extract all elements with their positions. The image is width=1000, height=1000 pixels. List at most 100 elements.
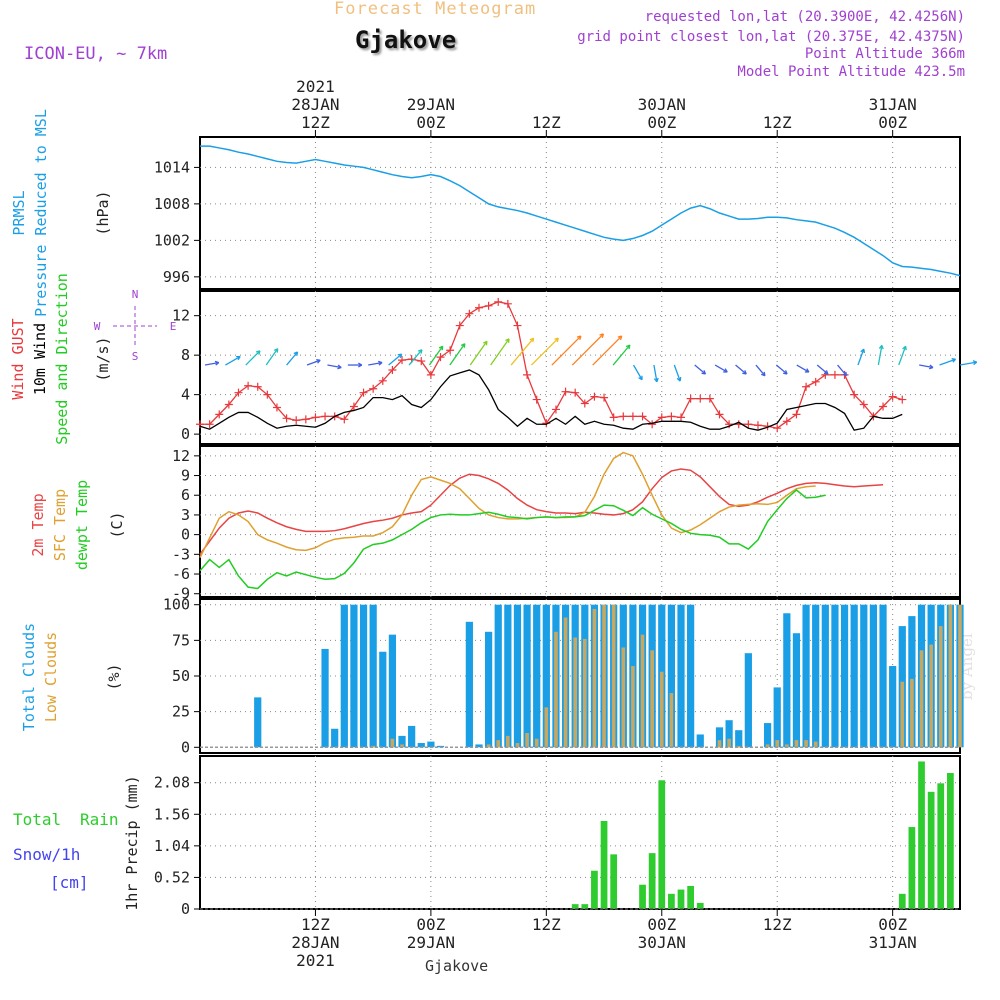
wind-label-line: Wind GUST: [9, 318, 27, 399]
location-title: Gjakove: [355, 26, 457, 54]
low-cloud-bar: [400, 744, 404, 748]
wind-arrow-head: [255, 350, 261, 355]
compass-w: W: [94, 320, 101, 333]
total-cloud-bar: [850, 604, 858, 748]
wind-arrow-shaft: [469, 340, 488, 366]
total-cloud-bar: [763, 723, 772, 748]
gust-marker: [446, 346, 455, 355]
gust-marker: [773, 424, 782, 433]
total-cloud-bar: [744, 653, 752, 748]
gust-marker: [234, 388, 243, 397]
wind-arrow-shaft: [755, 364, 766, 377]
wind-arrow-head: [599, 333, 605, 338]
rain-bar: [696, 902, 704, 909]
gust-marker: [782, 417, 791, 426]
temp-ylabel: (C): [108, 511, 126, 538]
low-cloud-bar: [573, 637, 577, 748]
total-cloud-bar: [667, 604, 675, 748]
precipitation-ytick-label: 1.56: [154, 805, 190, 823]
temperature-ytick-label: 12: [172, 447, 190, 465]
top-time-label-hour: 00Z: [647, 113, 676, 132]
temperature-ytick-label: -3: [172, 545, 190, 563]
low-cloud-bar: [496, 740, 501, 748]
wind-arrow: [265, 348, 279, 366]
gust-marker: [494, 297, 503, 306]
precip-label-rain: Rain: [80, 810, 119, 829]
wind-arrow-head: [554, 337, 559, 343]
top-time-label-date: 29JAN: [407, 95, 455, 114]
gust-marker: [802, 382, 811, 391]
low-cloud-bar: [659, 671, 664, 748]
wind-arrow-shaft: [408, 349, 423, 366]
gust-marker: [551, 405, 560, 414]
wind-arrow-head: [783, 370, 788, 375]
total-cloud-bar: [388, 634, 397, 748]
temp-label-line: 2m Temp: [29, 493, 47, 556]
precip-label-cm: [cm]: [50, 873, 89, 892]
wind-arrow-head: [214, 360, 220, 366]
gust-marker: [215, 410, 224, 419]
wind-arrow-shaft: [673, 364, 681, 382]
wind-arrow: [490, 338, 510, 366]
gust-marker: [484, 301, 493, 310]
top-time-label-date: 28JAN: [291, 95, 339, 114]
rain-bar: [658, 780, 666, 909]
cloud-ylabel: (%): [105, 663, 123, 690]
low-cloud-bar: [534, 738, 539, 748]
total-cloud-bar: [369, 604, 377, 748]
gust-marker: [648, 420, 657, 429]
total-cloud-bar: [475, 744, 483, 748]
wind-arrow-head: [804, 368, 810, 373]
wind-arrow-shaft: [714, 364, 728, 373]
gust-marker: [619, 412, 628, 421]
gust-marker: [503, 299, 512, 308]
gust-marker: [349, 402, 358, 411]
gust-marker: [311, 413, 320, 422]
pressure-ytick-label: 1008: [154, 195, 190, 213]
total-cloud-bar: [840, 604, 849, 748]
wind-arrow-shaft: [551, 335, 582, 366]
gust-marker: [292, 416, 301, 425]
rain-bar: [898, 893, 906, 909]
wind-arrow: [469, 340, 488, 366]
wind-arrow-head: [625, 344, 631, 350]
wind-arrow: [837, 364, 848, 377]
wind-ytick-label: 12: [172, 307, 190, 325]
wind-arrow: [877, 344, 884, 366]
gust-marker: [561, 387, 570, 396]
low-cloud-bar: [717, 740, 722, 748]
gust-marker: [753, 421, 762, 430]
gust-marker: [369, 384, 378, 393]
wind-arrow-shaft: [612, 344, 631, 366]
wind-arrow-shaft: [225, 355, 241, 366]
temperature-ytick-label: 6: [181, 486, 190, 504]
total-cloud-bar: [735, 730, 743, 748]
wind-arrow-head: [676, 376, 682, 382]
total-cloud-bar: [485, 631, 493, 748]
total-cloud-bar: [773, 687, 781, 748]
wind-arrow-head: [760, 371, 766, 377]
wind-arrow: [368, 360, 383, 366]
gust-marker: [715, 410, 724, 419]
total-cloud-bar: [889, 666, 897, 748]
gust-marker: [474, 303, 483, 312]
temp-series-line: [199, 489, 826, 590]
wind-arrow-shaft: [775, 364, 788, 375]
bottom-time-label-year: 2021: [296, 951, 335, 970]
wind-arrow-head: [293, 351, 299, 357]
bottom-time-label-hour: 00Z: [647, 915, 676, 934]
gust-marker: [667, 412, 676, 421]
gust-marker: [263, 390, 272, 399]
pressure-label: PRMSL Pressure Reduced to MSL: [10, 109, 50, 317]
low-cloud-bar: [650, 650, 654, 748]
wind-arrow: [796, 364, 810, 373]
rain-bar: [581, 904, 589, 909]
wind-arrow-shaft: [286, 351, 299, 366]
precip-label-total: Total: [13, 810, 61, 829]
rain-bar: [639, 884, 646, 909]
clouds-ytick-label: 100: [163, 596, 190, 614]
wind-arrow-shaft: [632, 364, 643, 381]
wind-arrow-head: [723, 368, 728, 373]
gust-marker: [321, 412, 330, 421]
wind-arrow: [714, 364, 728, 373]
